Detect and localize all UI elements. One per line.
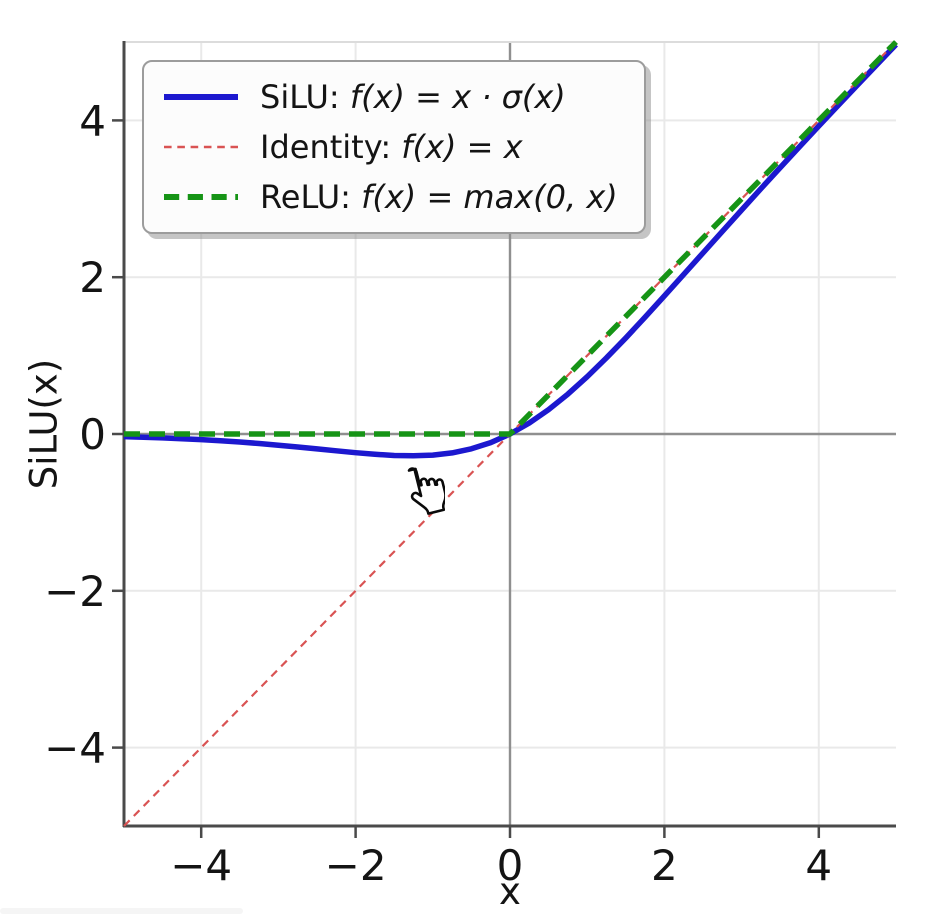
y-tick-label: 4 <box>79 96 106 145</box>
legend-label-identity: Identity: f(x) = x <box>260 128 523 166</box>
x-tick-label: −4 <box>170 841 232 890</box>
legend-label-relu: ReLU: f(x) = max(0, x) <box>260 178 618 216</box>
y-tick-label: 2 <box>79 253 106 302</box>
legend-item-identity: Identity: f(x) = x <box>162 124 618 170</box>
y-axis-label: SiLU(x) <box>22 358 66 490</box>
x-tick-label: 0 <box>497 841 524 890</box>
relu-line-swatch-icon <box>164 194 238 200</box>
legend-item-relu: ReLU: f(x) = max(0, x) <box>162 174 618 220</box>
y-tick-label: −4 <box>44 724 106 773</box>
legend: SiLU: f(x) = x · σ(x) Identity: f(x) = x… <box>142 60 646 234</box>
y-tick-label: −2 <box>44 567 106 616</box>
curve-relu <box>124 40 898 437</box>
legend-item-silu: SiLU: f(x) = x · σ(x) <box>162 74 618 120</box>
hand-pointer-icon <box>407 467 445 515</box>
x-tick-label: 4 <box>805 841 832 890</box>
legend-label-silu: SiLU: f(x) = x · σ(x) <box>260 78 566 116</box>
bottom-edge-artifact <box>0 908 243 914</box>
identity-line-swatch-icon <box>164 145 238 149</box>
x-tick-label: 2 <box>651 841 678 890</box>
x-tick-label: −2 <box>325 841 387 890</box>
silu-line-swatch-icon <box>164 94 238 100</box>
y-tick-label: 0 <box>79 410 106 459</box>
x-axis-label: x <box>499 870 521 913</box>
